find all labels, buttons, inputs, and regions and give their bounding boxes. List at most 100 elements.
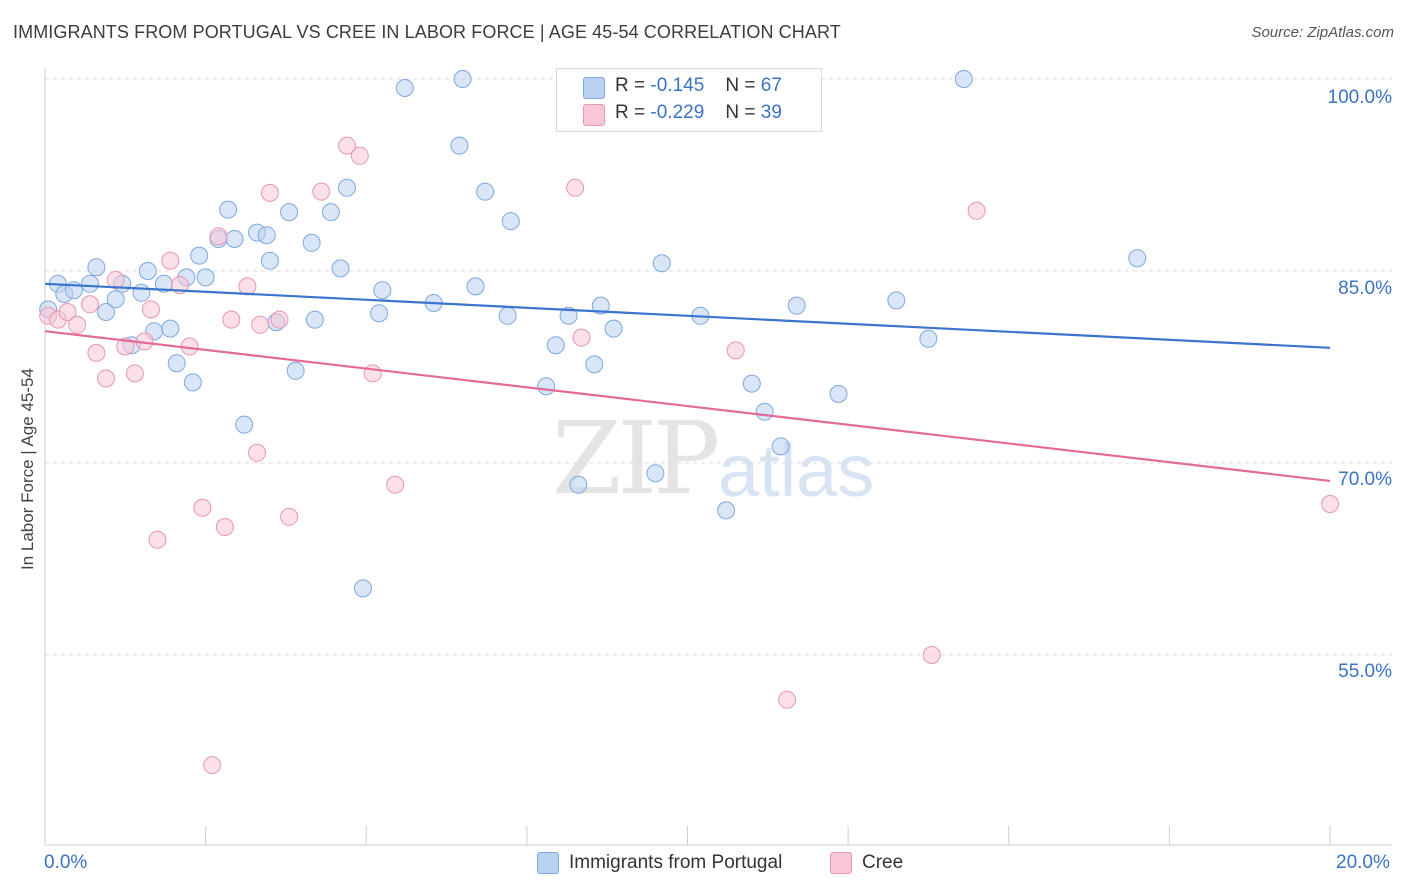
point-portugal-62 [887, 291, 906, 310]
legend-n-label: N = [725, 75, 756, 96]
point-portugal-40 [450, 136, 469, 155]
point-portugal-14 [161, 319, 180, 338]
point-portugal-35 [354, 579, 372, 598]
point-portugal-43 [476, 182, 495, 201]
point-cree-21 [238, 277, 257, 296]
trendline-cree [44, 330, 1331, 483]
legend-r-label: R = [615, 102, 646, 123]
point-portugal-30 [302, 233, 321, 252]
point-cree-20 [222, 310, 241, 329]
point-portugal-54 [652, 254, 671, 273]
point-portugal-58 [755, 402, 774, 421]
point-portugal-5 [87, 258, 106, 277]
legend-r-value: -0.145 [650, 75, 705, 96]
legend-swatch-portugal [583, 77, 605, 99]
point-cree-7 [106, 271, 125, 289]
point-cree-25 [270, 310, 289, 329]
y-tick-label-55: 55.0% [1338, 661, 1392, 682]
bottom-legend-swatch-cree [830, 852, 852, 874]
point-cree-5 [87, 343, 106, 362]
point-cree-13 [161, 251, 180, 270]
point-portugal-21 [219, 200, 238, 219]
point-cree-24 [260, 183, 279, 202]
point-cree-26 [280, 507, 299, 526]
point-portugal-33 [331, 259, 350, 278]
x-tick-label-min: 0.0% [44, 852, 88, 873]
point-portugal-11 [138, 262, 157, 280]
point-cree-33 [572, 328, 591, 347]
chart-title: IMMIGRANTS FROM PORTUGAL VS CREE IN LABO… [13, 22, 841, 42]
bottom-legend-label-portugal: Immigrants from Portugal [569, 852, 783, 873]
point-cree-31 [386, 475, 405, 494]
point-cree-16 [193, 498, 212, 517]
point-cree-29 [350, 146, 369, 165]
legend-n-label: N = [725, 102, 756, 123]
point-portugal-44 [498, 306, 517, 325]
y-tick-label-70: 70.0% [1338, 469, 1392, 490]
point-cree-36 [922, 646, 941, 664]
point-cree-30 [363, 364, 382, 383]
correlation-legend: R = -0.145 N = 67 R = -0.229 N = 39 [556, 68, 822, 132]
bottom-legend-label-cree: Cree [862, 852, 904, 873]
point-portugal-22 [225, 230, 244, 248]
point-portugal-45 [501, 212, 520, 231]
legend-r-value: -0.229 [650, 102, 705, 123]
point-cree-23 [251, 315, 270, 334]
point-portugal-56 [717, 501, 736, 520]
source-label: Source: ZipAtlas.com [1251, 24, 1394, 41]
point-cree-12 [148, 530, 167, 549]
point-cree-17 [203, 756, 222, 775]
legend-n-value: 39 [760, 102, 782, 123]
point-portugal-46 [537, 377, 556, 396]
bottom-legend-swatch-portugal [537, 852, 559, 874]
point-portugal-37 [373, 281, 392, 300]
point-cree-28 [338, 136, 356, 155]
point-portugal-57 [742, 374, 761, 393]
point-portugal-53 [646, 464, 665, 483]
point-portugal-38 [395, 79, 414, 97]
legend-r-label: R = [615, 75, 646, 96]
point-cree-19 [215, 518, 234, 536]
trendline-portugal [44, 282, 1331, 349]
point-portugal-32 [321, 203, 340, 222]
point-portugal-29 [286, 361, 305, 380]
x-tick-label-max: 20.0% [1336, 852, 1390, 873]
point-portugal-10 [132, 283, 151, 302]
point-cree-11 [142, 300, 160, 319]
watermark-zip: ZIP [552, 400, 720, 517]
point-cree-32 [566, 178, 585, 197]
point-portugal-65 [1128, 249, 1147, 268]
point-portugal-41 [453, 70, 472, 88]
point-cree-22 [248, 443, 266, 462]
point-cree-27 [312, 182, 331, 201]
watermark-atlas: atlas [718, 429, 875, 512]
point-portugal-26 [260, 251, 279, 270]
point-portugal-15 [167, 354, 186, 373]
legend-swatch-cree [583, 104, 605, 126]
point-cree-38 [1321, 495, 1339, 513]
point-portugal-18 [190, 246, 209, 265]
point-portugal-28 [280, 203, 299, 222]
point-portugal-64 [954, 70, 973, 88]
point-cree-8 [116, 337, 135, 356]
point-portugal-7 [106, 290, 125, 309]
point-cree-6 [97, 369, 115, 388]
point-cree-4 [81, 295, 99, 314]
y-tick-label-100: 100.0% [1327, 87, 1392, 108]
point-portugal-59 [771, 437, 790, 456]
y-tick-label-85: 85.0% [1338, 278, 1392, 299]
point-cree-18 [209, 227, 228, 246]
legend-n-value: 67 [760, 75, 782, 96]
point-cree-3 [68, 315, 87, 334]
point-portugal-49 [569, 475, 588, 494]
point-portugal-47 [546, 336, 565, 355]
point-portugal-31 [305, 310, 324, 329]
point-portugal-50 [585, 355, 604, 374]
point-cree-9 [125, 364, 144, 383]
point-portugal-61 [829, 384, 848, 403]
point-portugal-19 [196, 268, 215, 287]
point-portugal-63 [919, 329, 938, 348]
point-cree-35 [778, 690, 797, 709]
point-portugal-4 [81, 274, 99, 293]
